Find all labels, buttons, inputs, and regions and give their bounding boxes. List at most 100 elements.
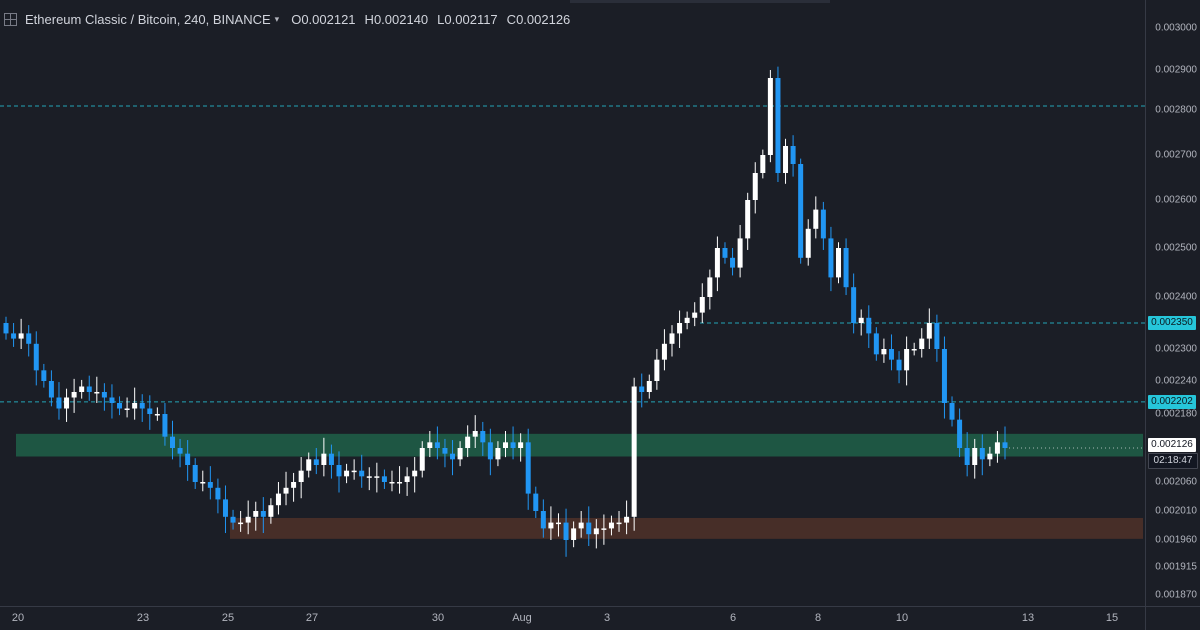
candle-body	[487, 442, 493, 460]
candle-body	[896, 359, 902, 371]
candle-body	[563, 522, 569, 540]
ohlc-low: L0.002117	[437, 11, 498, 27]
candle-body	[48, 381, 54, 398]
crosshair-box-icon[interactable]	[4, 12, 17, 26]
price-tick-label: 0.003000	[1155, 22, 1197, 34]
candle-body	[275, 493, 281, 506]
candle-body	[646, 381, 652, 392]
candle-body	[79, 386, 85, 392]
candle-body	[798, 164, 804, 258]
candle-body	[851, 287, 857, 323]
symbol-title[interactable]: Ethereum Classic / Bitcoin, 240, BINANCE	[25, 11, 271, 27]
price-tick-label: 0.002900	[1155, 64, 1197, 76]
price-tag: 0.002126	[1148, 437, 1196, 452]
candle-body	[336, 465, 342, 477]
candle-body	[41, 370, 47, 381]
price-tag: 0.002350	[1148, 316, 1196, 330]
candle-body	[291, 482, 297, 488]
candle-body	[1002, 442, 1008, 448]
time-tick-label: 23	[136, 612, 150, 624]
candle-body	[631, 386, 637, 517]
candle-body	[109, 397, 115, 403]
candle-body	[117, 403, 123, 409]
candle-body	[207, 482, 213, 488]
candle-body	[911, 349, 917, 351]
price-tick-label: 0.002240	[1155, 375, 1197, 387]
candlestick-chart[interactable]	[0, 0, 1145, 606]
candle-body	[677, 323, 683, 334]
candle-body	[843, 248, 849, 288]
candle-body	[359, 470, 365, 477]
candle-body	[495, 448, 501, 460]
candle-body	[533, 493, 539, 511]
candle-body	[805, 228, 811, 258]
candle-body	[306, 459, 312, 471]
candle-body	[684, 317, 690, 323]
price-tick-label: 0.002010	[1155, 505, 1197, 517]
candle-body	[139, 403, 145, 409]
chart-legend: Ethereum Classic / Bitcoin, 240, BINANCE…	[4, 8, 579, 30]
candle-body	[26, 333, 32, 344]
time-tick-label: Aug	[512, 612, 532, 624]
candle-body	[616, 522, 622, 525]
candle-body	[427, 442, 433, 448]
candle-body	[154, 414, 160, 416]
toolbar-strip	[570, 0, 830, 3]
green-support-zone	[16, 433, 1143, 457]
chevron-down-icon[interactable]: ▾	[274, 13, 280, 24]
candle-body	[457, 448, 463, 460]
candle-body	[94, 392, 100, 394]
candle-body	[601, 528, 607, 530]
price-tick-label: 0.002500	[1155, 242, 1197, 254]
candle-body	[904, 349, 910, 371]
candle-body	[608, 522, 614, 529]
candle-body	[858, 317, 864, 323]
time-axis[interactable]: 20 23 25 27 30 Aug 3 6 8 10 13 15	[0, 606, 1145, 630]
candle-body	[215, 487, 221, 500]
candle-body	[518, 442, 524, 448]
candle-body	[465, 436, 471, 448]
price-tick-label: 0.001960	[1155, 534, 1197, 546]
time-tick-label: 13	[1021, 612, 1035, 624]
candle-body	[124, 408, 130, 410]
candle-body	[419, 448, 425, 471]
candle-body	[790, 146, 796, 164]
price-tick-label: 0.002700	[1155, 149, 1197, 161]
ohlc-close: C0.002126	[506, 11, 571, 27]
candle-body	[571, 528, 577, 540]
candle-body	[745, 200, 751, 239]
time-tick-label: 25	[221, 612, 235, 624]
candle-body	[972, 448, 978, 465]
candle-body	[351, 470, 357, 473]
candle-body	[934, 323, 940, 349]
candle-body	[941, 349, 947, 403]
candle-body	[56, 397, 62, 409]
candle-body	[828, 238, 834, 278]
time-tick-label: 20	[11, 612, 25, 624]
candle-body	[722, 248, 728, 258]
candle-body	[866, 317, 872, 334]
time-tick-label: 8	[814, 612, 822, 624]
candle-body	[450, 453, 456, 460]
time-tick-label: 30	[431, 612, 445, 624]
price-tick-label: 0.002800	[1155, 104, 1197, 116]
ohlc-high: H0.002140	[364, 11, 429, 27]
candle-body	[994, 442, 1000, 454]
candle-body	[503, 442, 508, 448]
candle-body	[185, 453, 191, 465]
candle-body	[389, 482, 395, 484]
price-axis[interactable]: 0.003000 0.002900 0.002800 0.002700 0.002600…	[1145, 0, 1200, 606]
chart-plot-area[interactable]	[0, 0, 1145, 606]
candle-body	[888, 349, 894, 360]
candle-body	[268, 505, 274, 517]
candle-body	[321, 453, 327, 465]
candle-body	[366, 476, 372, 478]
price-tick-label: 0.002180	[1155, 408, 1197, 420]
price-tick-label: 0.001870	[1155, 589, 1197, 601]
candle-body	[434, 442, 440, 448]
candle-body	[586, 522, 592, 535]
candle-body	[525, 442, 531, 494]
price-tick-label: 0.002300	[1155, 343, 1197, 355]
time-tick-label: 6	[729, 612, 737, 624]
candle-body	[64, 397, 70, 409]
